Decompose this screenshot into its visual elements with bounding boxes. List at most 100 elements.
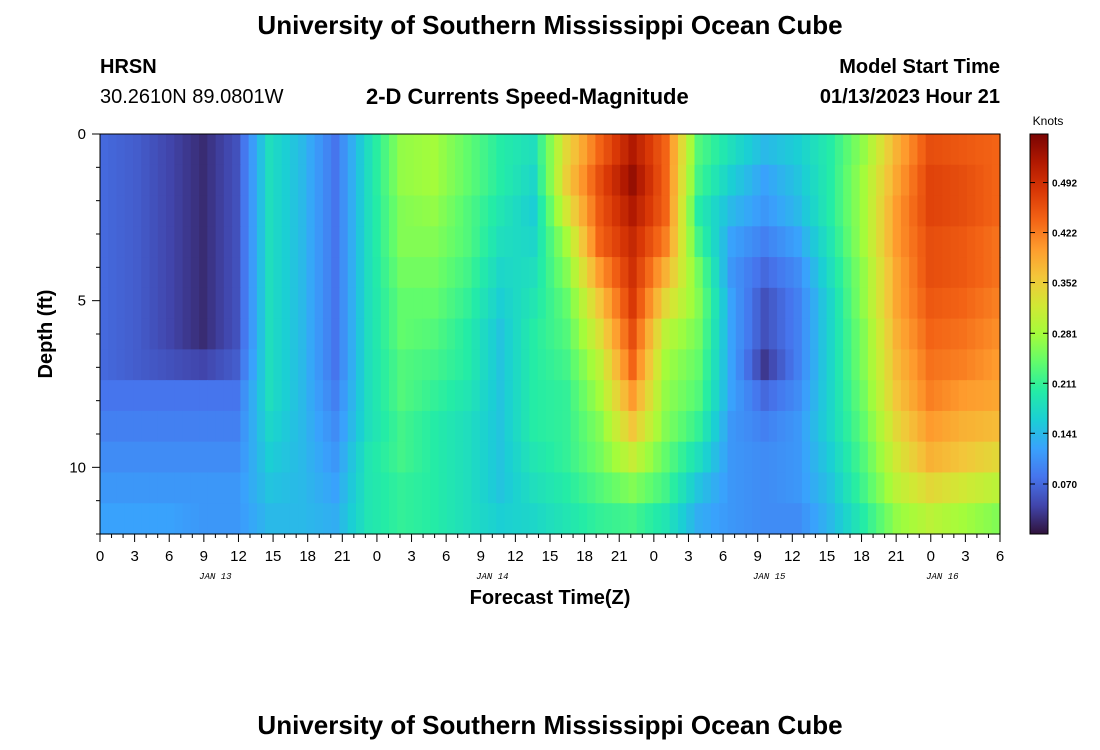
- heatmap-cell: [372, 349, 382, 381]
- heatmap-cell: [537, 226, 547, 258]
- heatmap-cell: [116, 164, 126, 197]
- heatmap-cell: [686, 380, 696, 412]
- heatmap-cell: [562, 195, 572, 227]
- colorbar-tick-label: 0.352: [1052, 279, 1077, 290]
- heatmap-cell: [661, 503, 671, 535]
- heatmap-cell: [900, 380, 910, 412]
- heatmap-cell: [570, 318, 580, 350]
- heatmap-cell: [240, 164, 250, 197]
- heatmap-cell: [298, 257, 308, 289]
- heatmap-cell: [364, 380, 374, 412]
- heatmap-cell: [859, 226, 869, 258]
- station-coordinates: 30.2610N 89.0801W: [100, 86, 284, 108]
- heatmap-cell: [620, 318, 630, 350]
- heatmap-cell: [438, 318, 448, 350]
- heatmap-cell: [413, 503, 423, 535]
- heatmap-cell: [628, 257, 638, 289]
- heatmap-cell: [950, 503, 960, 535]
- heatmap-cell: [851, 287, 861, 320]
- heatmap-cell: [620, 164, 630, 197]
- heatmap-cell: [744, 134, 753, 166]
- heatmap-cell: [455, 195, 464, 227]
- heatmap-cell: [760, 134, 770, 166]
- x-day-label: JAN 15: [753, 572, 786, 582]
- heatmap-cell: [677, 287, 687, 320]
- heatmap-cell: [521, 257, 530, 289]
- heatmap-cell: [925, 349, 935, 381]
- heatmap-cell: [727, 287, 737, 320]
- heatmap-cell: [380, 410, 390, 443]
- heatmap-cell: [529, 318, 539, 350]
- heatmap-cell: [512, 195, 522, 227]
- colorbar: [1029, 133, 1049, 535]
- heatmap-cell: [100, 472, 109, 504]
- heatmap-cell: [488, 380, 497, 412]
- heatmap-cell: [636, 318, 646, 350]
- heatmap-cell: [702, 318, 712, 350]
- heatmap-cell: [909, 195, 919, 227]
- heatmap-cell: [265, 441, 274, 474]
- heatmap-cell: [653, 226, 663, 258]
- heatmap-cell: [331, 503, 341, 535]
- heatmap-cell: [595, 410, 605, 443]
- heatmap-cell: [677, 134, 687, 166]
- heatmap-cell: [422, 134, 431, 166]
- heatmap-cell: [876, 257, 886, 289]
- heatmap-cell: [248, 257, 258, 289]
- heatmap-cell: [636, 349, 646, 381]
- heatmap-cell: [554, 441, 563, 474]
- heatmap-cell: [322, 164, 332, 197]
- heatmap-cell: [925, 380, 935, 412]
- heatmap-cell: [735, 134, 745, 166]
- heatmap-cell: [488, 318, 497, 350]
- heatmap-cell: [232, 441, 241, 474]
- heatmap-cell: [265, 164, 274, 197]
- heatmap-cell: [405, 318, 415, 350]
- heatmap-cell: [686, 134, 696, 166]
- heatmap-cell: [322, 195, 332, 227]
- heatmap-cell: [339, 257, 349, 289]
- heatmap-cell: [991, 441, 1001, 474]
- heatmap-cell: [917, 380, 927, 412]
- heatmap-cell: [859, 134, 869, 166]
- heatmap-cell: [174, 164, 184, 197]
- heatmap-cell: [843, 287, 852, 320]
- heatmap-cell: [801, 134, 811, 166]
- heatmap-cell: [166, 380, 175, 412]
- heatmap-cell: [355, 257, 365, 289]
- heatmap-cell: [917, 503, 927, 535]
- heatmap-cell: [207, 164, 217, 197]
- heatmap-cell: [339, 380, 349, 412]
- heatmap-cell: [455, 349, 464, 381]
- heatmap-cell: [834, 257, 844, 289]
- heatmap-cell: [347, 441, 357, 474]
- heatmap-cell: [578, 380, 588, 412]
- heatmap-cell: [909, 380, 919, 412]
- heatmap-cell: [438, 164, 448, 197]
- heatmap-cell: [488, 134, 497, 166]
- chart-title: 2-D Currents Speed-Magnitude: [366, 84, 689, 109]
- heatmap-cell: [719, 503, 729, 535]
- heatmap-cell: [595, 287, 605, 320]
- heatmap-cell: [232, 226, 241, 258]
- heatmap-cell: [562, 503, 572, 535]
- heatmap-cell: [611, 380, 621, 412]
- heatmap-cell: [653, 503, 663, 535]
- heatmap-cell: [603, 503, 613, 535]
- heatmap-cell: [380, 287, 390, 320]
- heatmap-cell: [975, 226, 985, 258]
- heatmap-cell: [752, 257, 762, 289]
- heatmap-cell: [744, 318, 753, 350]
- heatmap-cell: [133, 318, 142, 350]
- x-tick-label: 6: [165, 548, 173, 565]
- heatmap-cell: [562, 226, 572, 258]
- heatmap-cell: [686, 226, 696, 258]
- heatmap-cell: [950, 164, 960, 197]
- heatmap-cell: [463, 380, 473, 412]
- heatmap-cell: [942, 410, 952, 443]
- heatmap-cell: [677, 226, 687, 258]
- heatmap-cell: [273, 380, 283, 412]
- heatmap-cell: [702, 164, 712, 197]
- heatmap-cell: [207, 349, 217, 381]
- heatmap-cell: [190, 287, 200, 320]
